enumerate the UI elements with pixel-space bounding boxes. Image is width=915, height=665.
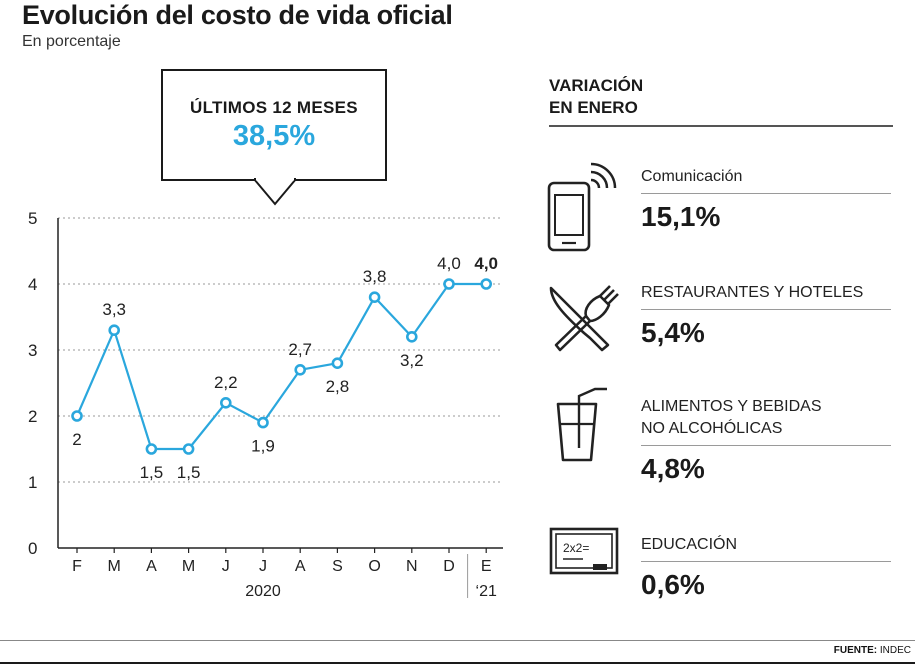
glass-straw-icon: [556, 387, 607, 462]
y-tick-label: 0: [28, 539, 37, 558]
category-rule: [641, 193, 891, 194]
data-label: 2: [72, 430, 81, 449]
category-label: RESTAURANTES Y HOTELES: [641, 284, 864, 301]
category-label-line2: NO ALCOHÓLICAS: [641, 420, 783, 437]
sidebar-rule: [549, 125, 893, 127]
y-tick-label: 1: [28, 473, 37, 492]
category-label: EDUCACIÓN: [641, 536, 738, 553]
callout-box: ÚLTIMOS 12 MESES 38,5%: [161, 69, 387, 181]
chart-subtitle: En porcentaje: [22, 33, 121, 50]
sidebar-heading-line1: VARIACIÓN: [549, 76, 644, 95]
callout-label: ÚLTIMOS 12 MESES: [190, 98, 358, 117]
data-point: [71, 410, 83, 422]
data-label: 2,2: [214, 373, 238, 392]
x-tick-label: M: [108, 558, 121, 575]
chart-title: Evolución del costo de vida oficial: [22, 0, 453, 30]
year-label: ‘21: [476, 583, 497, 600]
sidebar-heading-line2: EN ENERO: [549, 98, 638, 117]
category-food: ALIMENTOS Y BEBIDAS NO ALCOHÓLICAS 4,8%: [641, 396, 891, 485]
fork-knife-icon: [549, 285, 619, 352]
chalkboard-icon: 2x2=: [549, 527, 619, 575]
data-label: 1,5: [140, 463, 164, 482]
callout-value: 38,5%: [232, 120, 316, 152]
x-tick-label: S: [332, 558, 343, 575]
source-value: INDEC: [879, 645, 911, 656]
category-value: 4,8%: [641, 453, 705, 484]
y-tick-label: 2: [28, 407, 37, 426]
data-label: 2,8: [326, 377, 350, 396]
category-value: 0,6%: [641, 569, 705, 600]
category-rule: [641, 445, 891, 446]
x-tick-label: N: [406, 558, 418, 575]
x-tick-label: A: [295, 558, 306, 575]
data-point: [220, 396, 232, 409]
data-label: 1,9: [251, 437, 275, 456]
category-label: Comunicación: [641, 168, 743, 185]
category-communication: Comunicación 15,1%: [641, 166, 891, 233]
sidebar-heading: VARIACIÓN EN ENERO: [549, 75, 643, 119]
chalkboard-text: 2x2=: [563, 541, 589, 555]
x-tick-label: M: [182, 558, 195, 575]
data-point: [368, 291, 381, 304]
data-point: [480, 278, 493, 290]
category-rule: [641, 561, 891, 562]
data-label: 4,0: [474, 254, 498, 273]
data-point: [257, 416, 269, 429]
category-value: 15,1%: [641, 201, 721, 232]
source-note: FUENTE: INDEC: [834, 645, 911, 656]
y-tick-label: 3: [28, 341, 37, 360]
data-point: [182, 443, 195, 455]
data-point: [294, 363, 307, 376]
data-point: [443, 278, 455, 290]
x-tick-label: J: [222, 558, 230, 575]
y-tick-label: 4: [28, 275, 37, 294]
footer-rule-bottom: [0, 662, 915, 664]
line-chart: 0 1 2 3 4 5 F M A M J J A S O N D E 2020 ‘21 2 3,3 1,5 1,5 2,2 1,…: [28, 209, 503, 600]
category-label: ALIMENTOS Y BEBIDAS: [641, 398, 822, 415]
year-label: 2020: [245, 583, 281, 600]
data-label: 3,8: [363, 267, 387, 286]
x-tick-label: A: [146, 558, 157, 575]
callout-pointer: [254, 178, 296, 206]
category-education: EDUCACIÓN 0,6%: [641, 534, 891, 601]
data-label: 4,0: [437, 254, 461, 273]
x-tick-label: J: [259, 558, 267, 575]
x-tick-label: F: [72, 558, 82, 575]
data-label: 1,5: [177, 463, 201, 482]
x-tick-label: D: [443, 558, 455, 575]
data-point: [405, 330, 418, 343]
category-restaurants: RESTAURANTES Y HOTELES 5,4%: [641, 282, 891, 349]
data-label: 2,7: [288, 340, 312, 359]
x-tick-label: E: [481, 558, 492, 575]
category-rule: [641, 309, 891, 310]
footer-rule: [0, 640, 915, 641]
data-point: [331, 357, 344, 370]
data-label: 3,2: [400, 351, 424, 370]
source-label: FUENTE:: [833, 645, 878, 656]
data-label: 3,3: [102, 300, 126, 319]
category-value: 5,4%: [641, 317, 705, 348]
data-point: [145, 443, 158, 455]
series-line: [75, 282, 487, 451]
y-tick-label: 5: [28, 209, 37, 228]
smartphone-icon: [547, 162, 617, 252]
data-point: [108, 324, 120, 337]
x-tick-label: O: [368, 558, 380, 575]
